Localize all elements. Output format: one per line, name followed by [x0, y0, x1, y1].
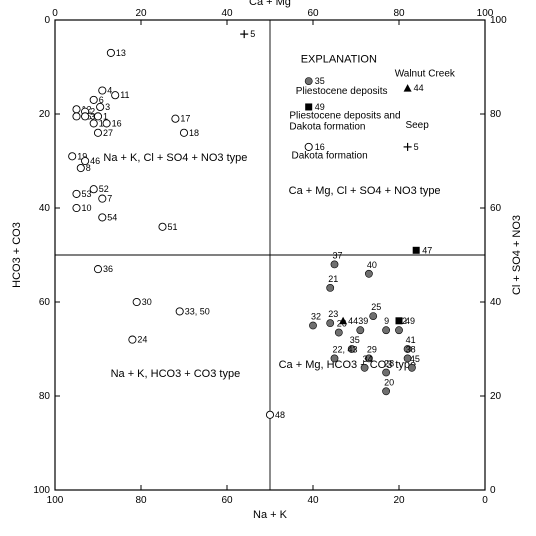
legend-num: 44 [414, 83, 424, 93]
pt-label: 9 [384, 316, 389, 326]
bottom-tick: 40 [307, 495, 319, 506]
bottom-tick: 0 [482, 495, 488, 506]
pt-label: 36 [103, 264, 113, 274]
right-tick: 40 [490, 297, 502, 308]
legend-text-2: Dakota formation [292, 151, 368, 162]
top-axis-label: Ca + Mg [249, 0, 291, 8]
bottom-tick: 20 [393, 495, 405, 506]
left-tick: 100 [33, 485, 50, 496]
right-tick: 20 [490, 391, 502, 402]
pt-label: 37 [333, 250, 343, 260]
pt-label: 10 [82, 203, 92, 213]
quad-label-1: Ca + Mg, Cl + SO4 + NO3 type [289, 185, 441, 197]
right-tick: 80 [490, 109, 502, 120]
pt-label: 30 [142, 297, 152, 307]
pt-label: 24 [137, 335, 147, 345]
left-axis-label: HCO3 + CO3 [11, 222, 23, 288]
pt-label: 44 [348, 316, 358, 326]
right-tick: 0 [490, 485, 496, 496]
pt-label: 46 [90, 156, 100, 166]
right-tick: 100 [490, 15, 507, 26]
bottom-tick: 80 [135, 495, 147, 506]
pt-label: 39 [358, 316, 368, 326]
pt-label: 22, 43 [333, 344, 358, 354]
top-tick: 80 [393, 8, 405, 19]
legend-num: 5 [414, 142, 419, 152]
pt-label: 51 [168, 222, 178, 232]
bottom-tick: 100 [47, 495, 64, 506]
legend-text-4: Seep [405, 120, 429, 131]
left-tick: 60 [39, 297, 51, 308]
top-tick: 40 [221, 8, 233, 19]
quad-label-2: Na + K, HCO3 + CO3 type [111, 368, 241, 380]
pt-label: 32 [311, 312, 321, 322]
pt-label: 54 [107, 212, 117, 222]
right-tick: 60 [490, 203, 502, 214]
legend-num: 35 [315, 76, 325, 86]
top-tick: 0 [52, 8, 58, 19]
top-tick: 20 [135, 8, 147, 19]
pt-label: 28 [384, 359, 394, 369]
bottom-tick: 60 [221, 495, 233, 506]
legend-text-1: Dakota formation [289, 122, 365, 133]
pt-label: 18 [189, 128, 199, 138]
pt-label: 49 [405, 316, 415, 326]
pt-label: 40 [367, 260, 377, 270]
left-tick: 0 [44, 15, 50, 26]
pt-label: 27 [103, 128, 113, 138]
pt-label: 11 [120, 90, 129, 100]
pt-label: 5 [250, 29, 255, 39]
legend-title: EXPLANATION [301, 53, 377, 65]
pt-label: 16 [112, 118, 122, 128]
legend-text-1: Pliestocene deposits and [289, 111, 400, 122]
pt-label: 7 [107, 194, 112, 204]
top-tick: 60 [307, 8, 319, 19]
quad-label-3: Ca + Mg, HCO3 + CO3 type [279, 359, 417, 371]
pt-label: 48 [275, 410, 285, 420]
legend-text-3: Walnut Creek [395, 68, 456, 79]
legend-text-0: Pliestocene deposits [296, 86, 388, 97]
pt-label: 21 [328, 274, 338, 284]
quad-label-0: Na + K, Cl + SO4 + NO3 type [103, 152, 247, 164]
pt-label: 25 [371, 302, 381, 312]
left-tick: 80 [39, 391, 51, 402]
pt-label: 45 [410, 354, 420, 364]
pt-label: 17 [180, 114, 190, 124]
bottom-axis-label: Na + K [253, 509, 288, 521]
pt-label: 34 [363, 354, 373, 364]
pt-label: 20 [384, 377, 394, 387]
left-tick: 20 [39, 109, 51, 120]
right-axis-label: Cl + SO4 + NO3 [511, 215, 523, 295]
pt-label: 13 [116, 48, 126, 58]
pt-label: 33, 50 [185, 306, 210, 316]
pt-label: 47 [422, 245, 432, 255]
pt-label: 8 [86, 163, 91, 173]
left-tick: 40 [39, 203, 51, 214]
